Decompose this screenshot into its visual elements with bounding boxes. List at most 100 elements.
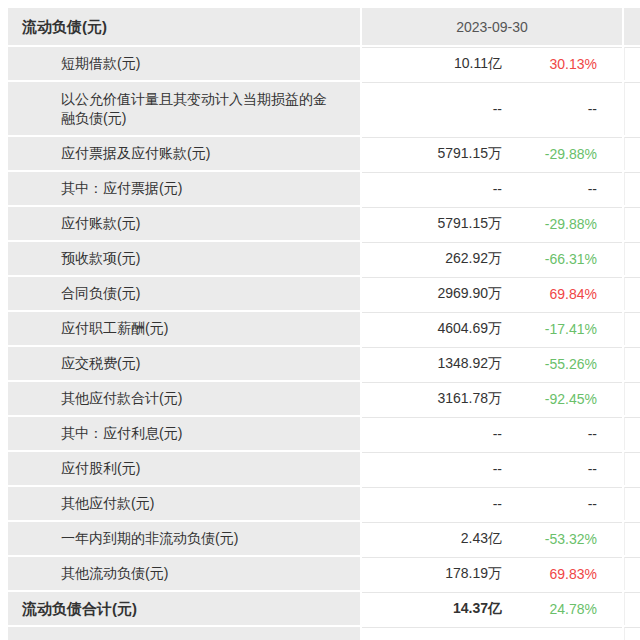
row-change-percent: -- <box>502 181 597 197</box>
row-amount: -- <box>362 461 502 477</box>
table-row: 其他流动负债(元)178.19万69.83% <box>8 557 640 590</box>
row-change-percent: -- <box>502 101 597 117</box>
row-cutoff-column <box>624 417 640 450</box>
row-cutoff-column <box>624 137 640 170</box>
table-row: 其中：应付票据(元)---- <box>8 172 640 205</box>
row-amount: -- <box>362 101 502 117</box>
table-row: 其他应付款合计(元)3161.78万-92.45% <box>8 382 640 415</box>
financial-statement-page: 流动负债(元) 2023-09-30 短期借款(元)10.11亿30.13%以公… <box>0 0 640 640</box>
row-cutoff-column <box>624 592 640 625</box>
table-row: 应付职工薪酬(元)4604.69万-17.41% <box>8 312 640 345</box>
row-change-percent: -29.88% <box>502 216 597 232</box>
table-row: 短期借款(元)10.11亿30.13% <box>8 47 640 80</box>
row-cutoff-column <box>624 452 640 485</box>
row-cutoff-column <box>624 347 640 380</box>
row-change-percent: 69.84% <box>502 286 597 302</box>
row-value-cell: 14.37亿24.78% <box>362 592 622 625</box>
row-cutoff-column <box>624 487 640 520</box>
table-row: 其他应付款(元)---- <box>8 487 640 520</box>
row-amount: 3161.78万 <box>362 390 502 408</box>
row-value-cell: 5791.15万-29.88% <box>362 207 622 240</box>
row-change-percent: -- <box>502 496 597 512</box>
row-value-cell: 2.43亿-53.32% <box>362 522 622 555</box>
partial-row-value <box>362 627 622 640</box>
table-row: 其中：应付利息(元)---- <box>8 417 640 450</box>
row-amount: 14.37亿 <box>362 600 502 618</box>
row-label: 其中：应付票据(元) <box>8 172 360 205</box>
row-value-cell: 10.11亿30.13% <box>362 47 622 80</box>
row-cutoff-column <box>624 82 640 135</box>
table-header-row: 流动负债(元) 2023-09-30 <box>8 8 640 45</box>
row-value-cell: 4604.69万-17.41% <box>362 312 622 345</box>
row-amount: -- <box>362 496 502 512</box>
row-amount: 2.43亿 <box>362 530 502 548</box>
row-amount: 1348.92万 <box>362 355 502 373</box>
table-row: 流动负债合计(元)14.37亿24.78% <box>8 592 640 625</box>
row-label: 流动负债合计(元) <box>8 592 360 625</box>
row-label: 其他应付款合计(元) <box>8 382 360 415</box>
row-label: 应付股利(元) <box>8 452 360 485</box>
partial-cutoff-column <box>624 627 640 640</box>
row-change-percent: -92.45% <box>502 391 597 407</box>
table-body: 短期借款(元)10.11亿30.13%以公允价值计量且其变动计入当期损益的金融负… <box>8 47 640 625</box>
row-cutoff-column <box>624 382 640 415</box>
row-value-cell: 178.19万69.83% <box>362 557 622 590</box>
table-row: 以公允价值计量且其变动计入当期损益的金融负债(元)---- <box>8 82 640 135</box>
row-cutoff-column <box>624 172 640 205</box>
row-amount: 4604.69万 <box>362 320 502 338</box>
row-amount: -- <box>362 181 502 197</box>
row-label: 合同负债(元) <box>8 277 360 310</box>
row-change-percent: 69.83% <box>502 566 597 582</box>
row-change-percent: -- <box>502 461 597 477</box>
row-cutoff-column <box>624 47 640 80</box>
table-title: 流动负债(元) <box>8 8 360 45</box>
row-amount: 178.19万 <box>362 565 502 583</box>
row-change-percent: -53.32% <box>502 531 597 547</box>
row-change-percent: -29.88% <box>502 146 597 162</box>
row-cutoff-column <box>624 522 640 555</box>
row-value-cell: 2969.90万69.84% <box>362 277 622 310</box>
row-change-percent: 30.13% <box>502 56 597 72</box>
row-change-percent: -- <box>502 426 597 442</box>
row-cutoff-column <box>624 242 640 275</box>
row-value-cell: ---- <box>362 452 622 485</box>
row-change-percent: -66.31% <box>502 251 597 267</box>
row-value-cell: 5791.15万-29.88% <box>362 137 622 170</box>
row-value-cell: ---- <box>362 487 622 520</box>
row-amount: 5791.15万 <box>362 215 502 233</box>
row-cutoff-column <box>624 277 640 310</box>
row-amount: 5791.15万 <box>362 145 502 163</box>
row-change-percent: 24.78% <box>502 601 597 617</box>
table-row: 合同负债(元)2969.90万69.84% <box>8 277 640 310</box>
row-amount: 10.11亿 <box>362 55 502 73</box>
table-row: 应付股利(元)---- <box>8 452 640 485</box>
row-amount: 2969.90万 <box>362 285 502 303</box>
row-label: 以公允价值计量且其变动计入当期损益的金融负债(元) <box>8 82 360 135</box>
row-value-cell: ---- <box>362 82 622 135</box>
table-row: 预收款项(元)262.92万-66.31% <box>8 242 640 275</box>
row-label: 短期借款(元) <box>8 47 360 80</box>
row-label: 一年内到期的非流动负债(元) <box>8 522 360 555</box>
row-label: 其他应付款(元) <box>8 487 360 520</box>
row-label: 预收款项(元) <box>8 242 360 275</box>
row-value-cell: ---- <box>362 172 622 205</box>
row-label: 应付账款(元) <box>8 207 360 240</box>
row-label: 应付票据及应付账款(元) <box>8 137 360 170</box>
row-value-cell: 1348.92万-55.26% <box>362 347 622 380</box>
row-change-percent: -55.26% <box>502 356 597 372</box>
row-value-cell: ---- <box>362 417 622 450</box>
row-cutoff-column <box>624 312 640 345</box>
row-label: 应付职工薪酬(元) <box>8 312 360 345</box>
row-label: 其中：应付利息(元) <box>8 417 360 450</box>
table-row: 应付票据及应付账款(元)5791.15万-29.88% <box>8 137 640 170</box>
next-section-partial-row <box>8 627 640 640</box>
row-label: 应交税费(元) <box>8 347 360 380</box>
header-cutoff-column <box>624 8 640 45</box>
row-value-cell: 3161.78万-92.45% <box>362 382 622 415</box>
row-amount: -- <box>362 426 502 442</box>
table-row: 应交税费(元)1348.92万-55.26% <box>8 347 640 380</box>
row-cutoff-column <box>624 207 640 240</box>
row-amount: 262.92万 <box>362 250 502 268</box>
report-date: 2023-09-30 <box>362 8 622 45</box>
table-row: 一年内到期的非流动负债(元)2.43亿-53.32% <box>8 522 640 555</box>
